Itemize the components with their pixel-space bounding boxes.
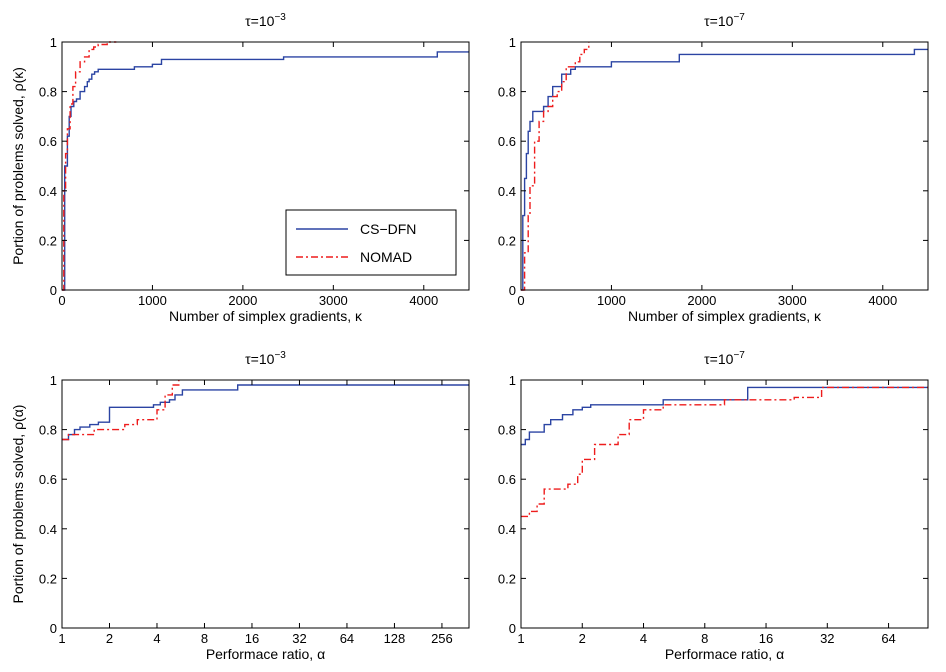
x-tick-label: 4000: [868, 293, 897, 308]
x-tick-label: 32: [820, 631, 834, 646]
series-nomad-line: [521, 42, 590, 291]
plot-frame: [520, 379, 929, 629]
x-tick-label: 0: [517, 293, 524, 308]
x-tick-label: 1: [58, 631, 65, 646]
y-tick-label: 0.6: [498, 472, 516, 487]
x-tick-label: 16: [245, 631, 259, 646]
x-tick-label: 0: [58, 293, 65, 308]
y-tick-label: 0.8: [498, 423, 516, 438]
series-nomad-line: [62, 41, 117, 291]
chart-title: τ=10−7: [704, 350, 745, 367]
x-axis-label: Number of simplex gradients, κ: [628, 308, 822, 324]
x-axis-label: Performace ratio, α: [665, 646, 784, 662]
x-tick-label: 64: [340, 631, 354, 646]
x-axis-label: Number of simplex gradients, κ: [169, 308, 363, 324]
panel-3: 1 2 4 8 16 32 64 128 256 0 0.2 0.4 0.6 0.8 1 τ=10−3 Perf…: [10, 350, 470, 662]
panel-2: 0 1000 2000 3000 4000 0 0.2 0.4 0.6 0.8 1 τ=10−7 Num…: [498, 12, 929, 324]
x-tick-label: 4: [640, 631, 647, 646]
y-tick-label: 0.6: [39, 134, 57, 149]
x-tick-label: 128: [384, 631, 406, 646]
y-tick-label: 0: [509, 621, 516, 636]
y-tick-label: 0: [50, 621, 57, 636]
x-tick-label: 3000: [319, 293, 348, 308]
x-tick-label: 2000: [687, 293, 716, 308]
y-tick-label: 0.2: [39, 571, 57, 586]
legend-box: [285, 209, 457, 276]
y-axis-label: Portion of problems solved, ρ(α): [10, 405, 26, 604]
series-nomad-line: [62, 380, 180, 441]
y-tick-label: 0.6: [498, 134, 516, 149]
x-tick-label: 1000: [597, 293, 626, 308]
plot-frame: [520, 41, 929, 291]
plot-frame: [61, 41, 470, 291]
series-cs-dfn-line: [521, 386, 928, 446]
series-nomad-line: [521, 386, 928, 518]
y-tick-label: 1: [509, 35, 516, 50]
x-tick-label: 64: [881, 631, 895, 646]
x-tick-label: 32: [292, 631, 306, 646]
x-tick-label: 4000: [409, 293, 438, 308]
y-tick-label: 0.6: [39, 472, 57, 487]
y-tick-label: 0.2: [498, 233, 516, 248]
y-tick-label: 0.4: [39, 184, 57, 199]
x-axis-label: Performace ratio, α: [206, 646, 325, 662]
x-tick-label: 16: [759, 631, 773, 646]
y-tick-label: 0: [50, 283, 57, 298]
y-tick-label: 0: [509, 283, 516, 298]
x-tick-label: 2: [106, 631, 113, 646]
chart-title: τ=10−3: [245, 350, 286, 367]
x-tick-label: 2: [579, 631, 586, 646]
y-axis-label: Portion of problems solved, ρ(κ): [10, 67, 26, 265]
y-tick-label: 0.4: [39, 522, 57, 537]
y-tick-label: 0.2: [498, 571, 516, 586]
x-tick-label: 1000: [138, 293, 167, 308]
series-cs-dfn-line: [521, 48, 928, 291]
legend-label: CS−DFN: [360, 221, 416, 237]
plot-frame: [61, 379, 470, 629]
legend-label: NOMAD: [360, 249, 412, 265]
chart-title: τ=10−7: [704, 12, 745, 29]
x-tick-label: 3000: [778, 293, 807, 308]
y-tick-label: 0.4: [498, 522, 516, 537]
panel-1: 0 1000 2000 3000 4000 0 0.2 0.4 0.6 0.8 1 τ=10−3 Num…: [10, 12, 470, 324]
x-tick-label: 8: [701, 631, 708, 646]
x-tick-label: 1: [517, 631, 524, 646]
y-tick-label: 1: [50, 35, 57, 50]
legend: CS−DFN NOMAD: [285, 209, 457, 276]
series-cs-dfn-line: [62, 384, 469, 441]
y-tick-label: 0.8: [39, 423, 57, 438]
x-tick-label: 4: [153, 631, 160, 646]
panel-4: 1 2 4 8 16 32 64 0 0.2 0.4 0.6 0.8 1 τ=10−7 Performace…: [498, 350, 929, 662]
x-tick-label: 8: [201, 631, 208, 646]
y-tick-label: 1: [50, 373, 57, 388]
y-tick-label: 0.8: [39, 85, 57, 100]
y-tick-label: 0.4: [498, 184, 516, 199]
x-tick-label: 256: [431, 631, 453, 646]
chart-title: τ=10−3: [245, 12, 286, 29]
y-tick-label: 0.2: [39, 233, 57, 248]
x-tick-label: 2000: [228, 293, 257, 308]
y-tick-label: 1: [509, 373, 516, 388]
y-tick-label: 0.8: [498, 85, 516, 100]
